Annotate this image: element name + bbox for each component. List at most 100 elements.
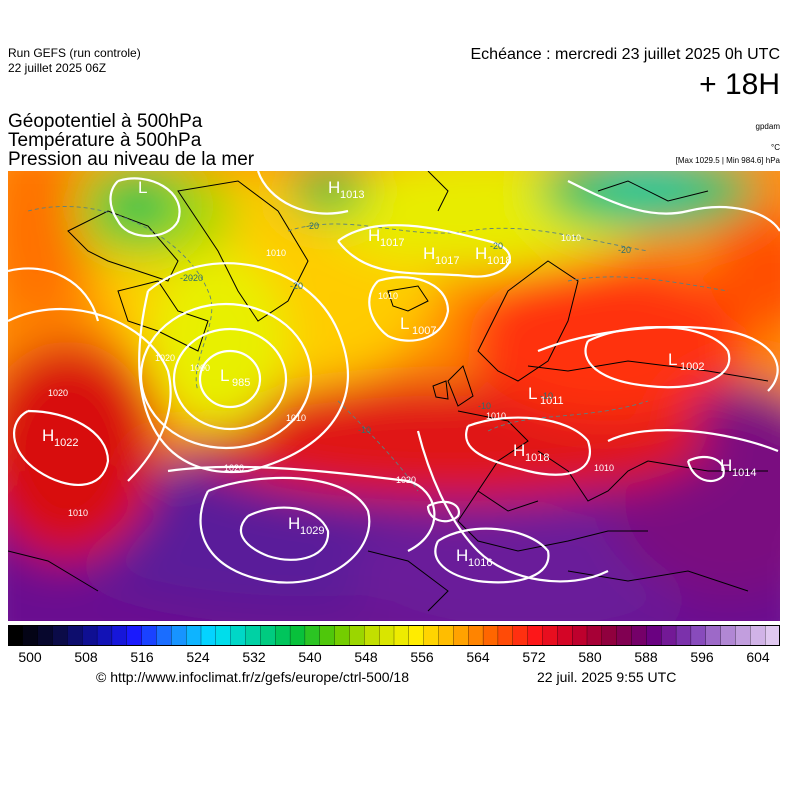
colorbar-cell: [378, 625, 395, 646]
colorbar-tick-label: 524: [186, 649, 210, 665]
colorbar-cell: [52, 625, 69, 646]
isotherm-label: -20: [490, 241, 503, 251]
colorbar-cell: [512, 625, 529, 646]
isobar-label: 1010: [378, 291, 398, 301]
colorbar-labels: 500 508 516 524 532 540 548 556 564 572 580 588 596 6…: [8, 649, 780, 669]
parameter-pressure: Pression au niveau de la mer: [8, 149, 255, 170]
colorbar-cell: [67, 625, 83, 646]
colorbar-cell: [185, 625, 202, 646]
colorbar-cell: [230, 625, 247, 646]
colorbar-tick-label: 580: [578, 649, 602, 665]
colorbar-cell: [675, 625, 692, 646]
center-letter: L: [528, 384, 537, 403]
colorbar-cell: [765, 625, 780, 646]
center-letter: H: [513, 441, 525, 460]
run-title: Run GEFS (run controle): [8, 46, 141, 60]
colorbar-border: [8, 625, 780, 646]
colorbar-cell: [22, 625, 39, 646]
colorbar-cell: [275, 625, 291, 646]
colorbar-cell: [8, 625, 24, 646]
isobar-label: 1010: [266, 248, 286, 258]
colorbar-cell: [408, 625, 425, 646]
colorbar-cell: [82, 625, 98, 646]
center-pressure-value: 1013: [340, 189, 364, 201]
center-pressure-value: 1002: [680, 361, 704, 373]
colorbar-cell: [334, 625, 351, 646]
center-pressure-value: 985: [232, 377, 250, 389]
isotherm-label: -20: [290, 281, 303, 291]
colorbar-cell: [364, 625, 380, 646]
parameter-geopotential: Géopotentiel à 500hPa: [8, 111, 203, 132]
colorbar-cell: [468, 625, 484, 646]
isobar-label: 1010: [486, 411, 506, 421]
center-pressure-value: 1017: [380, 237, 404, 249]
colorbar-cell: [690, 625, 707, 646]
isobar-labels: 1010 1010 1010 1000 1020 1020 1010 1010 1020 1010…: [48, 233, 614, 518]
center-letter: H: [423, 244, 435, 263]
center-pressure-value: 1014: [732, 467, 756, 479]
unit-temperature: °C: [771, 143, 780, 152]
isobar-label: 1020: [48, 388, 68, 398]
colorbar-tick-label: 556: [410, 649, 434, 665]
isobar-label: 1010: [286, 413, 306, 423]
center-pressure-value: 1016: [468, 557, 492, 569]
colorbar-cell: [393, 625, 410, 646]
colorbar-cell: [37, 625, 54, 646]
high-pressure-center: H 1029: [288, 514, 324, 537]
center-letter: H: [288, 514, 300, 533]
colorbar-cell: [349, 625, 365, 646]
isobar-label: 1000: [190, 363, 210, 373]
colorbar-cell: [453, 625, 469, 646]
colorbar-cell: [289, 625, 306, 646]
colorbar-tick-label: 604: [746, 649, 770, 665]
center-pressure-value: 1011: [540, 395, 564, 407]
colorbar-tick-label: 508: [74, 649, 98, 665]
isobar-label: 1020: [224, 463, 244, 473]
high-pressure-center: H 1017: [423, 244, 459, 267]
center-letter: H: [368, 226, 380, 245]
colorbar-cell: [482, 625, 499, 646]
isobar-label: 1010: [561, 233, 581, 243]
colorbar-cell: [646, 625, 662, 646]
center-pressure-value: 1007: [412, 325, 436, 337]
isobar-label: 1020: [396, 475, 416, 485]
colorbar-tick-label: 564: [466, 649, 490, 665]
high-pressure-center: H 1014: [720, 456, 756, 479]
unit-geopotential: gpdam: [755, 122, 780, 131]
colorbar-cell: [720, 625, 737, 646]
colorbar-tick-label: 596: [690, 649, 714, 665]
colorbar-cell: [586, 625, 603, 646]
colorbar-cell: [438, 625, 455, 646]
colorbar-cell: [245, 625, 262, 646]
isotherm-labels: -20-20-20-20 -20-10-10-10-20: [180, 221, 631, 435]
center-pressure-value: 1029: [300, 525, 324, 537]
colorbar-cell: [304, 625, 321, 646]
colorbar-cell: [631, 625, 648, 646]
center-letter: L: [668, 350, 677, 369]
colorbar-cell: [111, 625, 128, 646]
colorbar: [8, 625, 780, 646]
high-pressure-center: H 1016: [456, 546, 492, 569]
low-pressure-center: L 985: [220, 366, 250, 389]
colorbar-cell: [557, 625, 573, 646]
colorbar-tick-label: 532: [242, 649, 266, 665]
run-date: 22 juillet 2025 06Z: [8, 61, 107, 75]
low-pressure-center: L 1007: [400, 314, 436, 337]
lead-time: + 18H: [699, 68, 780, 101]
colorbar-cell: [423, 625, 440, 646]
high-pressure-center: H 1018: [475, 244, 511, 267]
colorbar-cell: [527, 625, 544, 646]
high-pressure-center: H 1013: [328, 178, 364, 201]
colorbar-cell: [156, 625, 172, 646]
colorbar-tick-label: 572: [522, 649, 546, 665]
high-pressure-center: H 1022: [42, 426, 78, 449]
colorbar-cell: [215, 625, 232, 646]
unit-pressure-range: [Max 1029.5 | Min 984.6] hPa: [675, 156, 780, 165]
high-pressure-center: H 1018: [513, 441, 549, 464]
low-pressure-center: L 1002: [668, 350, 704, 373]
colorbar-cell: [200, 625, 217, 646]
high-pressure-center: H 1017: [368, 226, 404, 249]
colorbar-tick-label: 548: [354, 649, 378, 665]
parameter-temperature: Température à 500hPa: [8, 130, 202, 151]
